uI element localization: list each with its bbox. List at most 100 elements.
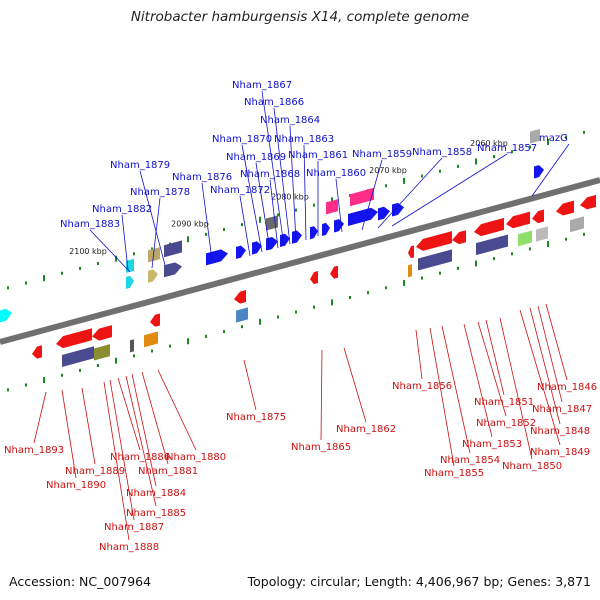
reverse-gene	[416, 231, 452, 251]
minor-tick	[421, 276, 423, 280]
reverse-gene-label: Nham_1853	[462, 439, 522, 450]
forward-gene-label: Nham_1878	[130, 187, 190, 198]
reverse-leader-line	[109, 379, 135, 521]
cog-box	[418, 249, 452, 271]
minor-tick	[79, 266, 81, 270]
forward-gene	[236, 245, 246, 259]
minor-tick	[97, 364, 99, 368]
forward-gene-label: Nham_1868	[240, 169, 300, 180]
reverse-leader-line	[125, 375, 157, 507]
major-tick	[547, 241, 549, 248]
minor-tick	[205, 334, 207, 338]
reverse-leader-line	[33, 391, 47, 444]
reverse-leader-line	[441, 325, 471, 454]
scale-label: 2070 kbp	[369, 166, 407, 175]
forward-leader-line	[239, 195, 251, 257]
cog-box	[326, 199, 338, 215]
forward-gene-label: Nham_1872	[210, 185, 270, 196]
reverse-ruler	[7, 232, 585, 392]
forward-ruler	[7, 130, 585, 290]
minor-tick	[295, 310, 297, 314]
forward-gene	[266, 236, 278, 251]
reverse-gene-label: Nham_1851	[474, 397, 534, 408]
reverse-gene	[32, 345, 42, 359]
minor-tick	[493, 155, 495, 159]
forward-leader-line	[255, 162, 271, 251]
minor-tick	[583, 232, 585, 236]
minor-tick	[349, 296, 351, 299]
minor-tick	[385, 184, 387, 188]
forward-gene-label: Nham_1883	[60, 219, 120, 230]
minor-tick	[7, 286, 9, 290]
major-tick	[331, 197, 333, 204]
reverse-gene-label: Nham_1888	[99, 542, 159, 553]
reverse-gene	[310, 271, 318, 285]
minor-tick	[169, 344, 171, 348]
reverse-leader-line	[243, 359, 257, 411]
forward-gene	[334, 219, 344, 233]
minor-tick	[151, 247, 153, 251]
reverse-leader-line	[519, 309, 561, 446]
reverse-leader-line	[81, 387, 96, 465]
forward-gene	[378, 206, 390, 221]
reverse-leader-line	[61, 389, 77, 479]
minor-tick	[439, 271, 441, 275]
reverse-leader-line	[103, 381, 130, 541]
forward-gene-label: mazG	[539, 133, 568, 144]
reverse-leader-line	[429, 327, 455, 467]
forward-leader-line	[139, 170, 166, 266]
forward-leader-line	[335, 178, 343, 233]
reverse-gene-label: Nham_1886	[110, 452, 170, 463]
major-tick	[475, 260, 477, 267]
reverse-gene-label: Nham_1885	[126, 508, 186, 519]
genome-axis	[0, 177, 600, 345]
forward-leader-line	[303, 144, 307, 241]
reverse-leader-line	[157, 369, 197, 451]
minor-tick	[97, 262, 99, 266]
cog-box	[144, 331, 158, 348]
forward-gene	[206, 249, 228, 266]
cog-box	[164, 240, 182, 258]
reverse-gene-label: Nham_1875	[226, 412, 286, 423]
minor-tick	[277, 213, 279, 217]
forward-gene-label: Nham_1863	[274, 134, 334, 145]
minor-tick	[241, 223, 243, 227]
cog-box	[476, 234, 508, 256]
scale-label: 2060 kbp	[470, 139, 508, 148]
major-tick	[187, 338, 189, 345]
minor-tick	[79, 368, 81, 372]
reverse-leader-line	[499, 317, 533, 460]
forward-leader-line	[289, 125, 297, 243]
reverse-gene	[150, 313, 160, 327]
reverse-leader-line	[320, 349, 323, 441]
forward-leader-line	[273, 107, 291, 245]
reverse-leader-line	[545, 303, 568, 381]
reverse-gene	[532, 209, 544, 224]
minor-tick	[583, 130, 585, 134]
cog-box	[350, 187, 374, 207]
accession-text: Accession: NC_007964	[9, 574, 152, 589]
minor-tick	[7, 388, 9, 392]
reverse-gene	[506, 211, 530, 229]
forward-leader-line	[361, 159, 383, 231]
minor-tick	[313, 203, 315, 207]
minor-tick	[151, 349, 153, 353]
forward-gene	[0, 308, 12, 323]
forward-gene-label: Nham_1867	[232, 80, 292, 91]
reverse-leader-line	[529, 307, 561, 425]
forward-leader-line	[531, 143, 570, 197]
minor-tick	[277, 315, 279, 319]
minor-tick	[313, 305, 315, 309]
forward-gene	[534, 165, 544, 179]
major-tick	[43, 377, 45, 384]
reverse-gene-label: Nham_1848	[530, 426, 590, 437]
forward-gene-label: Nham_1859	[352, 149, 412, 160]
reverse-gene	[330, 265, 338, 279]
reverse-leader-line	[485, 319, 505, 396]
minor-tick	[241, 325, 243, 329]
minor-tick	[457, 164, 459, 168]
forward-gene-label: Nham_1870	[212, 134, 272, 145]
reverse-gene-label: Nham_1847	[532, 404, 592, 415]
minor-tick	[385, 286, 387, 290]
